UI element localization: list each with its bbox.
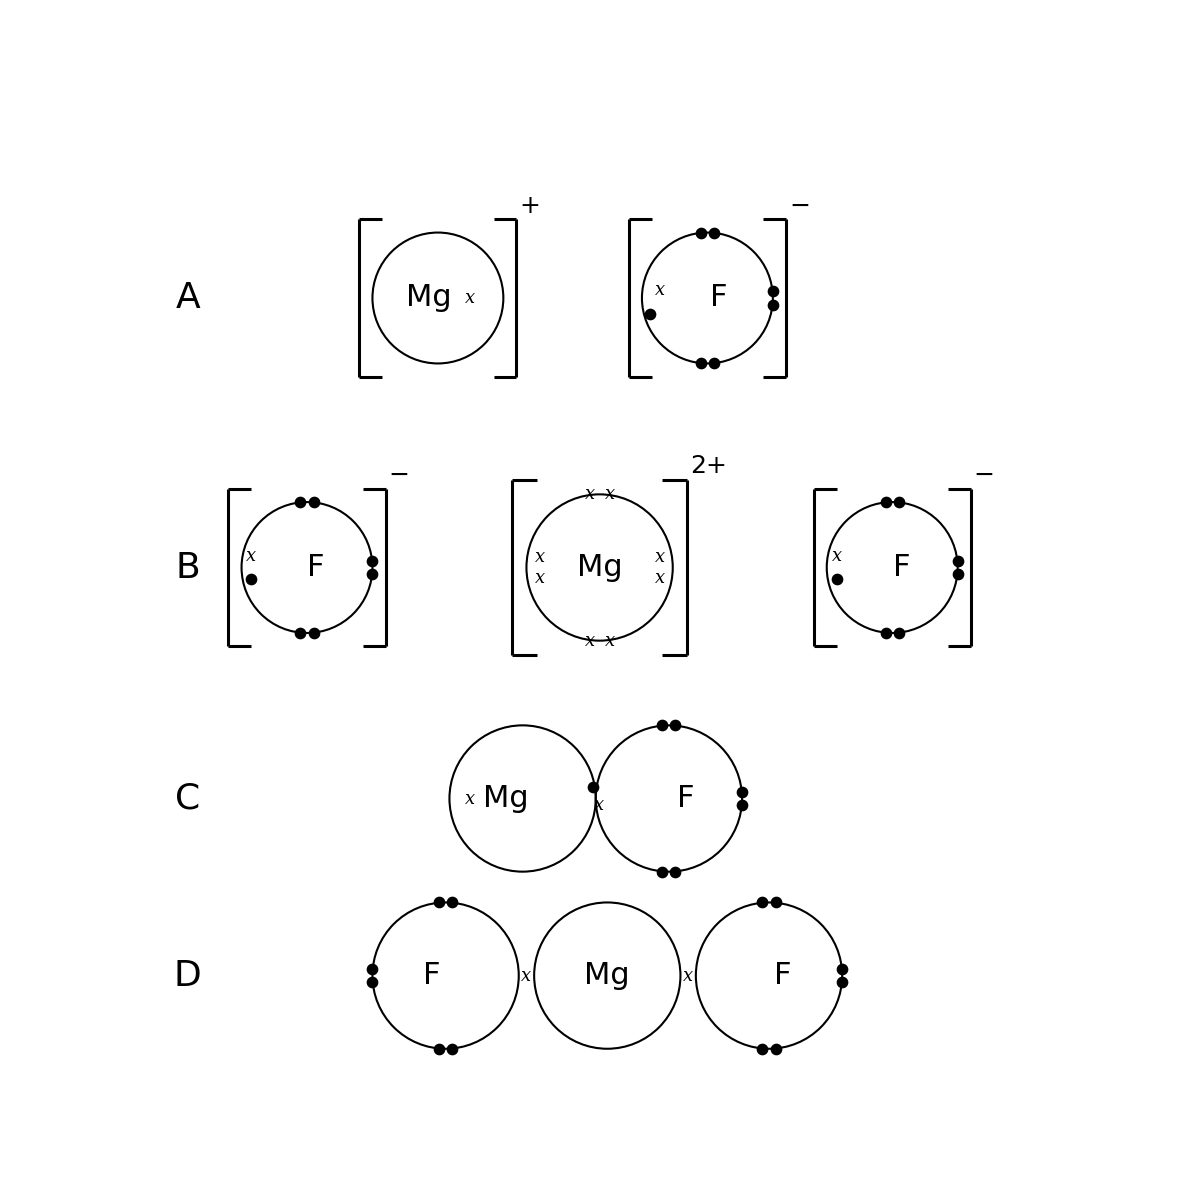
Point (430, 893, 449, 912)
Point (443, 1039, 462, 1058)
Point (362, 972, 382, 991)
Text: x: x (464, 790, 475, 808)
Text: x: x (605, 631, 614, 649)
Text: x: x (654, 548, 665, 566)
Point (752, 1039, 772, 1058)
Text: F: F (307, 553, 325, 582)
Text: F: F (774, 961, 792, 990)
Text: x: x (654, 569, 665, 587)
Text: F: F (422, 961, 440, 990)
Point (362, 960, 382, 979)
Point (763, 282, 782, 301)
Text: 2+: 2+ (690, 454, 727, 478)
Text: −: − (790, 194, 810, 218)
Text: x: x (683, 967, 694, 984)
Point (304, 623, 323, 642)
Point (691, 223, 710, 242)
Point (704, 223, 724, 242)
Point (889, 623, 908, 642)
Point (653, 715, 672, 734)
Point (430, 1039, 449, 1058)
Text: A: A (175, 281, 200, 314)
Text: −: − (974, 463, 995, 487)
Point (732, 796, 751, 815)
Text: x: x (832, 547, 841, 565)
Point (691, 354, 710, 373)
Point (948, 564, 967, 583)
Text: x: x (594, 796, 604, 814)
Point (876, 492, 895, 511)
Point (833, 972, 852, 991)
Point (290, 492, 310, 511)
Point (362, 551, 382, 570)
Point (241, 570, 260, 589)
Point (666, 715, 685, 734)
Text: Mg: Mg (584, 961, 630, 990)
Text: +: + (520, 194, 540, 218)
Text: Mg: Mg (577, 553, 623, 582)
Point (666, 862, 685, 881)
Point (876, 623, 895, 642)
Text: −: − (389, 463, 409, 487)
Text: D: D (174, 959, 202, 992)
Point (653, 862, 672, 881)
Point (304, 492, 323, 511)
Text: x: x (534, 548, 545, 566)
Point (290, 623, 310, 642)
Point (752, 893, 772, 912)
Point (827, 570, 846, 589)
Text: F: F (893, 553, 910, 582)
Point (443, 893, 462, 912)
Point (889, 492, 908, 511)
Text: Mg: Mg (406, 283, 451, 312)
Text: x: x (521, 967, 532, 984)
Text: x: x (534, 569, 545, 587)
Text: x: x (584, 485, 595, 503)
Text: x: x (584, 631, 595, 649)
Point (641, 305, 660, 324)
Point (583, 778, 602, 797)
Point (833, 960, 852, 979)
Text: B: B (175, 551, 200, 584)
Point (766, 893, 785, 912)
Text: x: x (466, 289, 475, 307)
Text: F: F (677, 784, 695, 814)
Text: x: x (655, 281, 665, 299)
Point (704, 354, 724, 373)
Text: F: F (710, 283, 727, 312)
Text: x: x (246, 547, 257, 565)
Text: x: x (605, 485, 614, 503)
Point (732, 782, 751, 802)
Text: C: C (175, 781, 200, 816)
Point (362, 564, 382, 583)
Point (766, 1039, 785, 1058)
Text: Mg: Mg (482, 784, 528, 814)
Point (948, 551, 967, 570)
Point (763, 295, 782, 314)
